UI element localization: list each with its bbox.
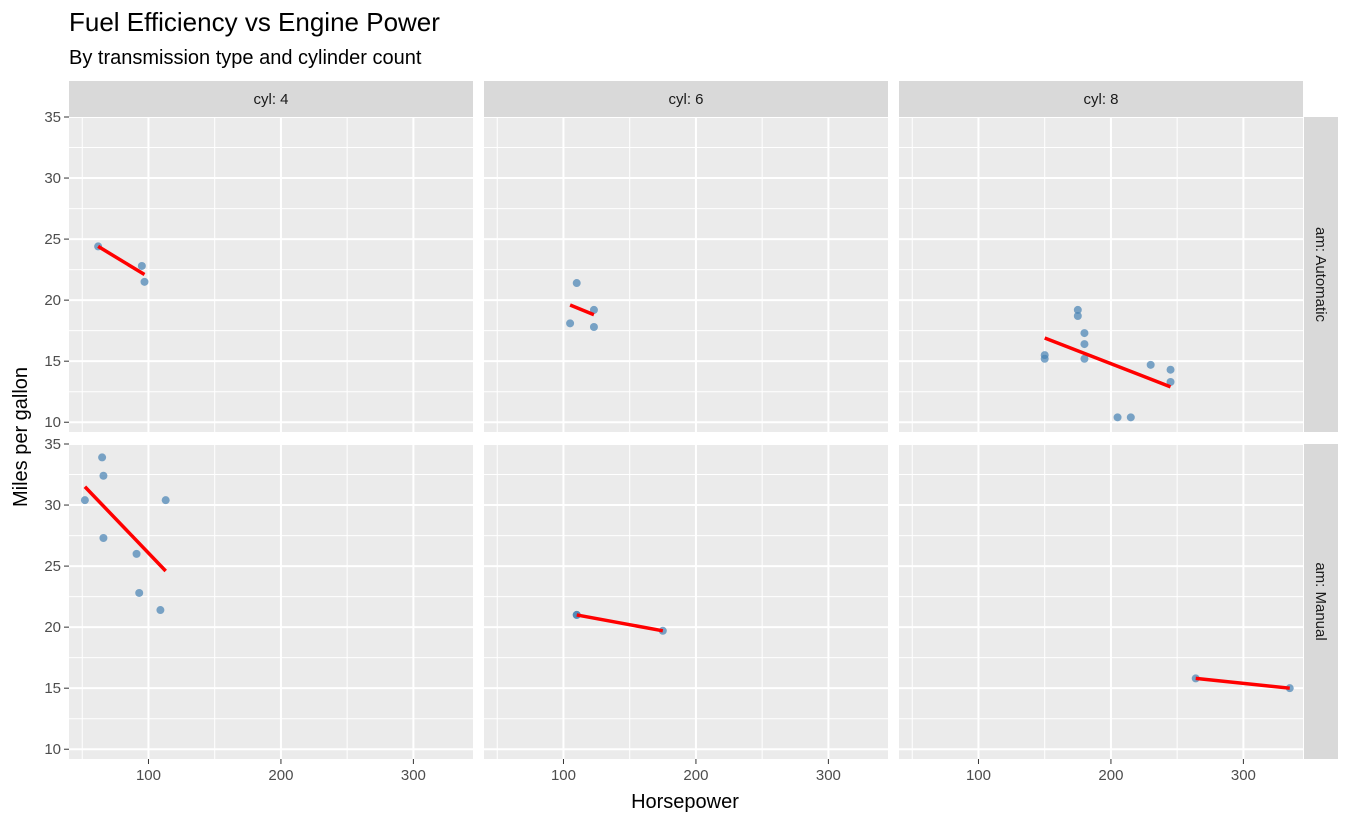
regression-line xyxy=(1044,336,1172,389)
panel-2-0 xyxy=(899,116,1303,432)
y-axis-title: Miles per gallon xyxy=(10,367,32,507)
panel-2-1 xyxy=(899,443,1303,759)
data-point xyxy=(1146,360,1155,369)
facet-strip-col xyxy=(484,81,888,117)
data-point xyxy=(161,496,170,505)
x-tick-label: 100 xyxy=(136,767,161,784)
y-tick-label: 25 xyxy=(44,231,61,248)
regression-line xyxy=(1195,676,1290,690)
chart-title: Fuel Efficiency vs Engine Power xyxy=(69,7,440,37)
x-tick-label: 100 xyxy=(551,767,576,784)
x-tick-label: 300 xyxy=(816,767,841,784)
data-point xyxy=(1073,312,1082,321)
data-point xyxy=(99,471,108,480)
panel-1-1 xyxy=(484,443,888,759)
data-point xyxy=(572,279,581,288)
data-point xyxy=(1080,329,1089,338)
x-tick-label: 200 xyxy=(1098,767,1123,784)
x-axis: 100 200 300 100 200 300 100 200 300 xyxy=(136,759,1256,784)
panel-background xyxy=(484,117,888,432)
data-point xyxy=(137,261,146,270)
facet-strips: cyl: 4 cyl: 6 cyl: 8 am: Automatic am: Manua… xyxy=(69,81,1338,759)
x-tick-label: 200 xyxy=(268,767,293,784)
x-tick-label: 100 xyxy=(966,767,991,784)
panel-background xyxy=(69,444,473,759)
data-point xyxy=(99,534,108,543)
data-point xyxy=(1126,413,1135,422)
panel-data-0-1 xyxy=(80,453,170,615)
y-tick-label: 30 xyxy=(44,497,61,514)
x-tick-label: 300 xyxy=(401,767,426,784)
y-tick-label: 35 xyxy=(44,436,61,453)
data-point xyxy=(1073,305,1082,314)
regression-line xyxy=(569,303,595,317)
regression-line xyxy=(97,244,146,276)
panel-1-0 xyxy=(484,116,888,432)
y-tick-label: 20 xyxy=(44,292,61,309)
data-point xyxy=(1080,354,1089,363)
facet-strip-col xyxy=(899,81,1303,117)
x-tick-label: 300 xyxy=(1231,767,1256,784)
panel-data-2-1 xyxy=(1191,674,1294,693)
panel-background xyxy=(899,444,1303,759)
data-point xyxy=(1040,354,1049,363)
chart-subtitle: By transmission type and cylinder count xyxy=(69,47,422,69)
y-tick-label: 10 xyxy=(44,414,61,431)
panel-data-1-0 xyxy=(566,279,598,331)
facet-strip-label: am: Automatic xyxy=(1312,227,1329,323)
panel-background xyxy=(484,444,888,759)
y-tick-label: 10 xyxy=(44,741,61,758)
x-axis-title: Horsepower xyxy=(631,791,739,813)
y-tick-label: 35 xyxy=(44,109,61,126)
y-tick-label: 15 xyxy=(44,353,61,370)
panel-data-2-0 xyxy=(1040,305,1175,422)
panel-data-0-0 xyxy=(94,242,149,286)
data-point xyxy=(1166,377,1175,386)
data-point xyxy=(1080,340,1089,349)
y-axis: 10 15 20 25 30 35 10 15 20 25 30 35 xyxy=(44,109,69,758)
panel-data-1-1 xyxy=(572,610,667,635)
data-point xyxy=(132,549,141,558)
panel-background xyxy=(899,117,1303,432)
data-point xyxy=(1113,413,1122,422)
regression-line xyxy=(576,613,664,633)
panel-0-1 xyxy=(69,443,473,759)
data-point xyxy=(98,453,107,462)
facet-strip-label: cyl: 6 xyxy=(668,91,703,108)
y-tick-label: 15 xyxy=(44,680,61,697)
data-point xyxy=(1166,365,1175,374)
data-point xyxy=(80,496,89,505)
facet-strip-label: cyl: 8 xyxy=(1083,91,1118,108)
x-tick-label: 200 xyxy=(683,767,708,784)
data-point xyxy=(589,323,598,331)
panel-0-0 xyxy=(69,116,473,432)
facet-strip-row xyxy=(1304,117,1338,432)
facet-strip-row xyxy=(1304,444,1338,759)
data-point xyxy=(140,277,149,286)
data-point xyxy=(156,606,165,615)
facet-strip-col xyxy=(69,81,473,117)
facet-panels xyxy=(69,116,1303,759)
data-point xyxy=(566,319,575,328)
y-tick-label: 25 xyxy=(44,558,61,575)
y-tick-label: 20 xyxy=(44,619,61,636)
facet-strip-label: cyl: 4 xyxy=(253,91,288,108)
regression-line xyxy=(83,485,167,573)
facet-strip-label: am: Manual xyxy=(1312,562,1329,640)
panel-background xyxy=(69,117,473,432)
data-point xyxy=(589,305,598,314)
data-point xyxy=(135,588,144,597)
y-tick-label: 30 xyxy=(44,170,61,187)
